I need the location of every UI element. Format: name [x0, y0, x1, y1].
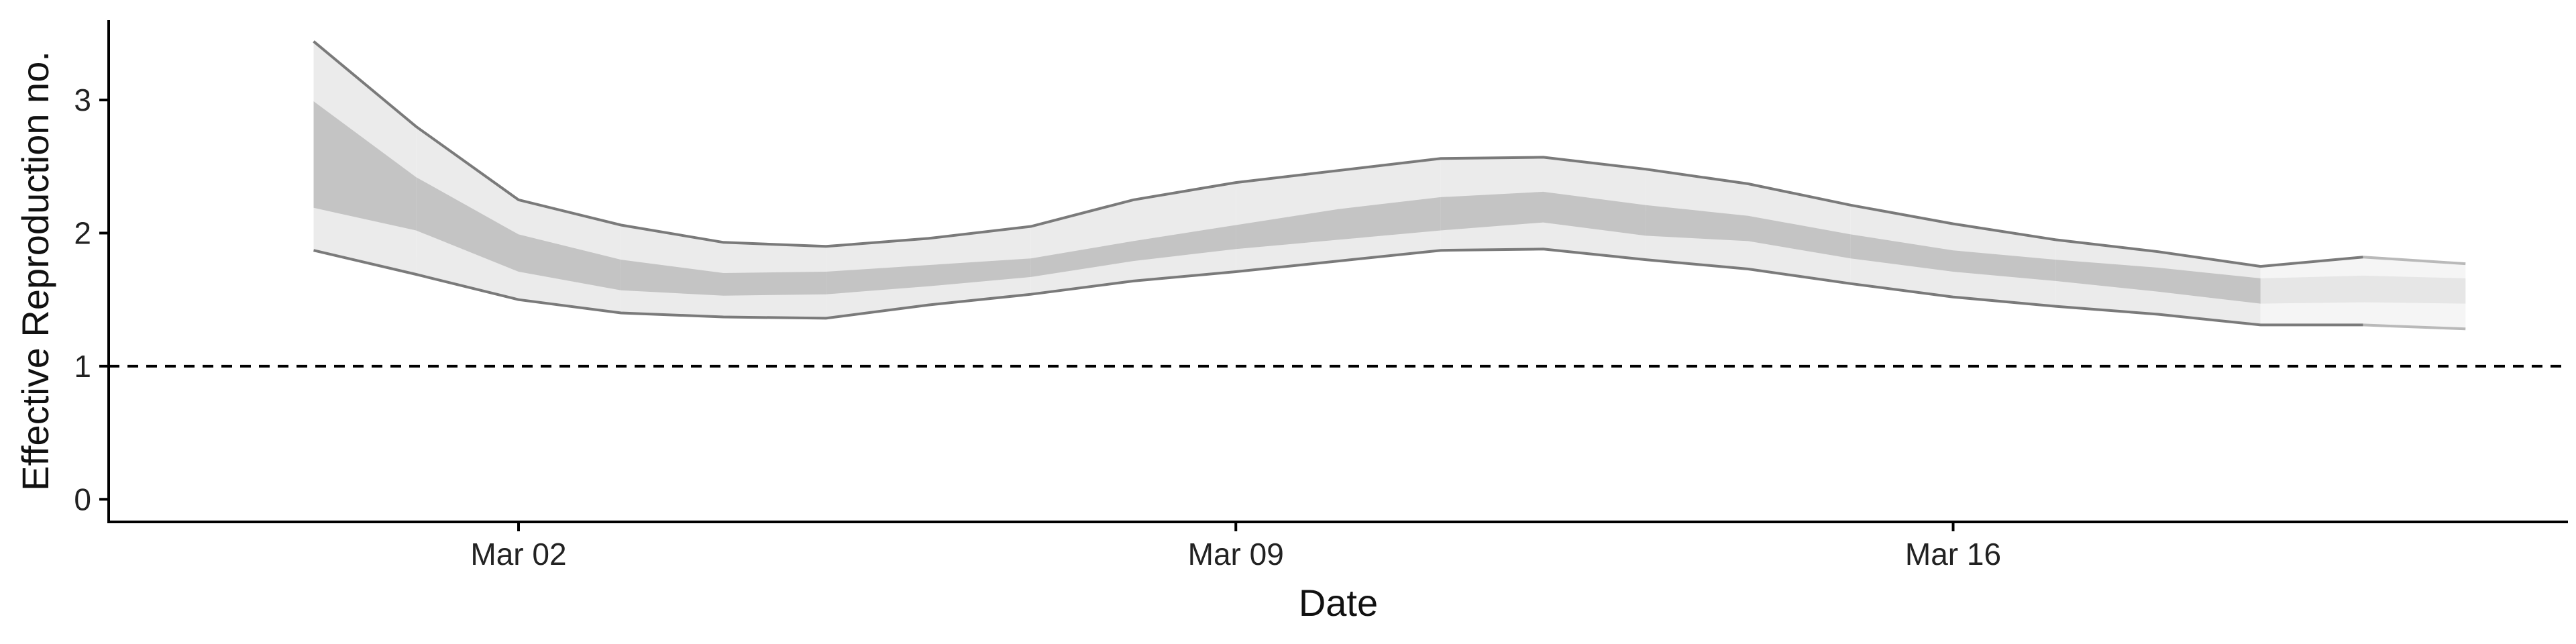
y-tick-label: 0 — [74, 482, 91, 517]
x-axis-title: Date — [1299, 582, 1378, 624]
ci50-band-segment — [2055, 260, 2158, 292]
ci50-band-segment — [416, 177, 519, 272]
ci50-band-segment — [2158, 268, 2261, 304]
ci50-band-segment — [1646, 205, 1748, 241]
ci50-band-segment — [2363, 275, 2466, 304]
ci50-band-segment — [1133, 225, 1236, 262]
y-tick-label: 1 — [74, 349, 91, 384]
ci50-band-segment — [1030, 241, 1134, 277]
ci50-band-segment — [1850, 234, 1953, 272]
x-tick-label: Mar 02 — [470, 537, 566, 572]
ci50-band-segment — [928, 258, 1031, 286]
forecast-lower-line — [2363, 323, 2466, 331]
ci50-band-segment — [621, 260, 724, 296]
ci50-band-segment — [723, 272, 826, 296]
x-tick-label: Mar 09 — [1188, 537, 1284, 572]
ci50-band-segment — [2260, 275, 2363, 304]
plot-area — [109, 40, 2568, 368]
y-tick-label: 3 — [74, 83, 91, 117]
ci50-band-segment — [1543, 191, 1646, 236]
ci50-band-segment — [1748, 215, 1851, 259]
forecast-upper-line — [2363, 256, 2466, 266]
ci50-band-segment — [313, 101, 417, 231]
ci50-band-segment — [826, 265, 928, 294]
ci50-band-segment — [1953, 250, 2056, 281]
ci50-band-segment — [1236, 209, 1338, 250]
ci50-band-segment — [519, 234, 621, 290]
ci50-band-segment — [1338, 197, 1441, 240]
y-tick-label: 2 — [74, 215, 91, 250]
axes: 0 1 2 3 Mar 02 Mar 09 Mar 16 — [74, 20, 2568, 572]
y-axis-title: Effective Reproduction no. — [14, 51, 56, 491]
ci90-lower-line — [313, 248, 2363, 327]
x-tick-label: Mar 16 — [1905, 537, 2001, 572]
ci90-upper-line — [313, 40, 2363, 268]
ci50-band-segment — [1440, 191, 1544, 231]
